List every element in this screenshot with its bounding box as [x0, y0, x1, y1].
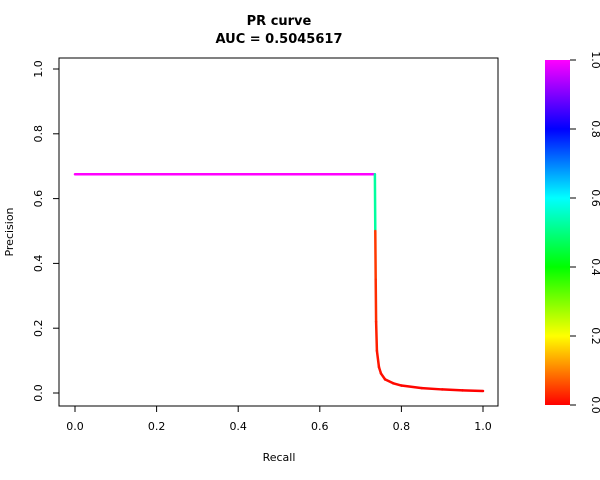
chart-title: PR curve [247, 14, 312, 29]
y-tick-label: 0.6 [32, 190, 45, 208]
pr-curve-segment [440, 388, 464, 392]
pr-curve-segment [391, 382, 403, 387]
x-axis: 0.0 0.2 0.4 0.6 0.8 1.0 [66, 406, 492, 433]
x-tick-label: 0.4 [229, 420, 247, 433]
colorbar [545, 60, 570, 405]
x-tick-label: 1.0 [474, 420, 492, 433]
y-tick-label: 0.4 [32, 255, 45, 273]
colorbar-tick-label: 0.6 [589, 189, 600, 207]
colorbar-tick-label: 0.4 [589, 258, 600, 276]
chart-subtitle: AUC = 0.5045617 [215, 32, 342, 47]
x-axis-label: Recall [263, 451, 296, 464]
colorbar-tick-label: 0.0 [589, 396, 600, 414]
pr-curve-segment [383, 378, 395, 385]
y-tick-label: 0.8 [32, 125, 45, 143]
x-tick-label: 0.2 [148, 420, 166, 433]
pr-curve-line [73, 173, 485, 393]
pr-curve-segment [375, 349, 381, 369]
pr-curve-segment [400, 384, 424, 390]
colorbar-tick-label: 0.2 [589, 327, 600, 345]
x-tick-label: 0.8 [393, 420, 411, 433]
y-tick-label: 1.0 [32, 60, 45, 78]
pr-curve-segment [461, 389, 485, 393]
x-tick-label: 0.0 [66, 420, 84, 433]
colorbar-axis: 0.0 0.2 0.4 0.6 0.8 1.0 [570, 51, 600, 414]
colorbar-tick-label: 1.0 [589, 51, 600, 69]
y-tick-label: 0.0 [32, 384, 45, 402]
pr-curve-segment [420, 386, 444, 391]
y-axis-label: Precision [3, 207, 16, 256]
x-tick-label: 0.6 [311, 420, 329, 433]
y-axis: 0.0 0.2 0.4 0.6 0.8 1.0 [32, 60, 59, 402]
colorbar-tick-label: 0.8 [589, 120, 600, 138]
plot-frame [58, 57, 499, 407]
y-tick-label: 0.2 [32, 319, 45, 337]
pr-curve-segment [374, 320, 379, 353]
